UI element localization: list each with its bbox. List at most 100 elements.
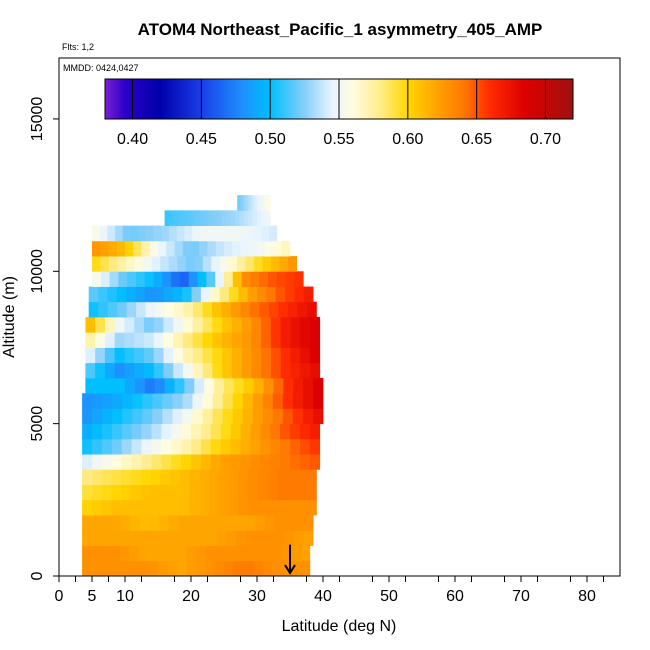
curtain-cell — [174, 301, 184, 318]
curtain-cell — [151, 256, 161, 272]
curtain-cell — [277, 484, 288, 501]
curtain-cell — [114, 317, 125, 333]
curtain-cell — [82, 408, 93, 425]
curtain-cell — [271, 256, 280, 272]
curtain-cell — [148, 545, 159, 562]
curtain-cell — [246, 225, 255, 242]
colorbar-tick-label: 0.55 — [323, 131, 354, 148]
curtain-cell — [102, 408, 113, 425]
curtain-cell — [216, 515, 227, 531]
curtain-cell — [92, 423, 103, 440]
curtain-cell — [91, 545, 102, 562]
curtain-cell — [185, 256, 195, 272]
curtain-cell — [214, 560, 225, 577]
curtain-cell — [244, 195, 246, 211]
curtain-cell — [230, 438, 241, 455]
curtain-cell — [101, 560, 111, 577]
curtain-cell — [264, 195, 267, 211]
curtain-cell — [202, 408, 213, 425]
curtain-cell — [262, 408, 274, 425]
curtain-cell — [212, 408, 224, 425]
curtain-cell — [116, 286, 127, 303]
curtain-cell — [121, 438, 132, 455]
curtain-cell — [256, 195, 259, 211]
curtain-cell — [259, 301, 270, 318]
curtain-cell — [265, 210, 271, 226]
curtain-cell — [129, 560, 140, 577]
curtain-cell — [120, 515, 131, 531]
x-tick-label: 40 — [314, 588, 332, 605]
curtain-cell — [242, 195, 245, 211]
curtain-cell — [290, 347, 301, 364]
curtain-cell — [179, 499, 190, 516]
curtain-cell — [303, 515, 314, 531]
curtain-cell — [155, 301, 165, 318]
curtain-cell — [115, 225, 124, 242]
curtain-cell — [242, 408, 254, 425]
curtain-cell — [219, 256, 229, 272]
curtain-cell — [309, 454, 321, 470]
curtain-cell — [288, 256, 297, 272]
curtain-cell — [171, 438, 182, 455]
curtain-cell — [161, 225, 170, 242]
curtain-cell — [149, 515, 160, 531]
curtain-cell — [248, 210, 253, 226]
curtain-cell — [159, 515, 170, 531]
curtain-cell — [267, 469, 278, 485]
curtain-cell — [134, 377, 146, 394]
curtain-cell — [143, 362, 155, 379]
curtain-cell — [251, 317, 262, 333]
curtain-cell — [158, 560, 168, 577]
curtain-cell — [91, 469, 103, 485]
curtain-cell — [290, 438, 301, 455]
curtain-cell — [252, 195, 255, 211]
curtain-cell — [280, 423, 291, 440]
curtain-cell — [163, 332, 174, 348]
curtain-cell — [309, 317, 321, 333]
curtain-cell — [164, 301, 175, 318]
curtain-cell — [91, 560, 102, 577]
curtain-cell — [172, 408, 183, 425]
curtain-cell — [95, 362, 106, 379]
curtain-cell — [151, 454, 162, 470]
curtain-cell — [120, 530, 131, 546]
curtain-cell — [242, 393, 254, 409]
curtain-cell — [110, 545, 121, 562]
curtain-cell — [91, 499, 103, 516]
curtain-cell — [204, 210, 209, 226]
curtain-cell — [191, 438, 202, 455]
curtain-cell — [182, 240, 192, 257]
curtain-cell — [171, 454, 182, 470]
curtain-cell — [192, 347, 203, 364]
curtain-cell — [95, 332, 106, 348]
curtain-cell — [182, 408, 193, 425]
curtain-cell — [299, 438, 311, 455]
curtain-cell — [91, 530, 102, 546]
curtain-cell — [224, 271, 234, 287]
curtain-cell — [126, 286, 136, 303]
curtain-cell — [261, 225, 270, 242]
curtain-cell — [245, 530, 256, 546]
curtain-cell — [222, 362, 233, 379]
curtain-cell — [215, 225, 224, 242]
curtain-cell — [101, 469, 112, 485]
curtain-cell — [238, 195, 241, 211]
curtain-cell — [161, 454, 172, 470]
curtain-cell — [153, 332, 164, 348]
curtain-cell — [262, 545, 273, 562]
curtain-cell — [120, 545, 130, 562]
curtain-cell — [228, 469, 239, 485]
curtain-cell — [303, 530, 314, 546]
curtain-cell — [255, 515, 266, 531]
curtain-cell — [257, 240, 266, 257]
curtain-cell — [221, 210, 227, 226]
curtain-cell — [202, 256, 212, 272]
curtain-cell — [183, 362, 194, 379]
curtain-cell — [302, 408, 314, 425]
curtain-cell — [134, 332, 145, 348]
curtain-cell — [130, 225, 139, 242]
curtain-cell — [282, 393, 294, 409]
curtain-cell — [121, 484, 132, 501]
curtain-cell — [253, 377, 264, 394]
